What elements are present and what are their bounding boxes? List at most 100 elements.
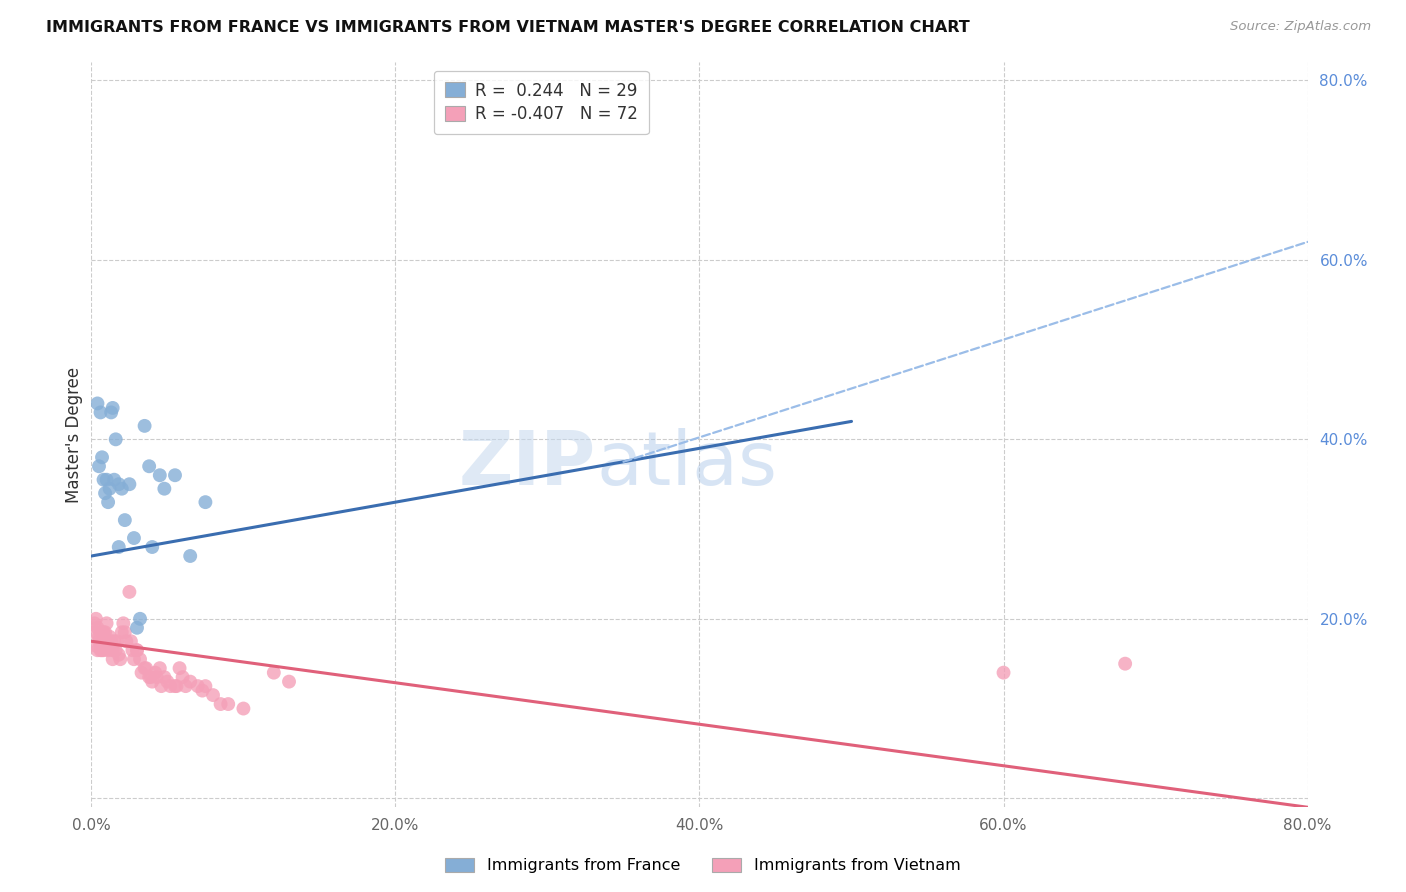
Point (141, 674, 163, 689)
Point (86, 643, 108, 657)
Point (105, 634, 128, 648)
Legend: R =  0.244   N = 29, R = -0.407   N = 72: R = 0.244 N = 29, R = -0.407 N = 72 (434, 70, 648, 135)
Point (89, 405, 111, 419)
Point (194, 679, 217, 693)
Point (187, 679, 209, 693)
Point (191, 683, 214, 698)
Text: IMMIGRANTS FROM FRANCE VS IMMIGRANTS FROM VIETNAM MASTER'S DEGREE CORRELATION CH: IMMIGRANTS FROM FRANCE VS IMMIGRANTS FRO… (46, 20, 970, 35)
Point (97, 643, 120, 657)
Point (96, 616, 118, 631)
Point (1114, 657, 1136, 671)
Point (153, 482, 176, 496)
Point (104, 433, 127, 447)
Point (93, 473, 115, 487)
Point (179, 549, 201, 563)
Point (89, 643, 111, 657)
Point (125, 643, 148, 657)
Point (153, 670, 176, 684)
Point (100, 634, 122, 648)
Point (129, 652, 152, 666)
Point (149, 661, 172, 675)
Point (87, 630, 110, 644)
Point (125, 621, 148, 635)
Point (111, 482, 134, 496)
Point (145, 670, 167, 684)
Point (232, 701, 254, 715)
Point (96, 473, 118, 487)
Point (112, 616, 135, 631)
Point (172, 670, 194, 684)
Point (87, 634, 110, 648)
Point (122, 531, 145, 545)
Point (131, 665, 153, 680)
Point (94, 634, 117, 648)
Point (87, 459, 110, 474)
Point (93, 643, 115, 657)
Point (194, 495, 217, 509)
Point (166, 679, 188, 693)
Point (98, 630, 121, 644)
Text: ZIP: ZIP (458, 428, 596, 501)
Point (93, 625, 115, 640)
Y-axis label: Master's Degree: Master's Degree (65, 367, 83, 503)
Point (163, 468, 186, 483)
Point (263, 665, 285, 680)
Point (91, 450, 114, 465)
Point (101, 401, 124, 415)
Point (121, 643, 143, 657)
Point (86, 396, 108, 410)
Point (84, 612, 107, 626)
Point (135, 661, 157, 675)
Point (141, 540, 163, 554)
Point (217, 697, 239, 711)
Point (118, 585, 141, 599)
Point (111, 625, 134, 640)
Point (97, 634, 120, 648)
Legend: Immigrants from France, Immigrants from Vietnam: Immigrants from France, Immigrants from … (439, 851, 967, 880)
Point (122, 652, 145, 666)
Point (202, 688, 225, 702)
Text: Source: ZipAtlas.com: Source: ZipAtlas.com (1230, 20, 1371, 33)
Point (107, 540, 129, 554)
Point (115, 634, 138, 648)
Point (139, 670, 162, 684)
Point (134, 661, 156, 675)
Point (174, 679, 197, 693)
Point (129, 612, 152, 626)
Point (179, 674, 201, 689)
Point (96, 639, 118, 653)
Point (83, 625, 105, 640)
Point (278, 674, 301, 689)
Point (163, 679, 186, 693)
Point (138, 670, 160, 684)
Point (91, 643, 114, 657)
Point (993, 665, 1015, 680)
Point (101, 643, 124, 657)
Point (107, 648, 129, 662)
Point (125, 643, 148, 657)
Point (100, 639, 122, 653)
Point (114, 625, 136, 640)
Point (97, 495, 120, 509)
Point (169, 661, 191, 675)
Point (143, 665, 166, 680)
Point (103, 473, 125, 487)
Point (110, 652, 132, 666)
Point (138, 459, 160, 474)
Point (159, 679, 181, 693)
Point (134, 418, 156, 433)
Point (101, 652, 124, 666)
Point (103, 634, 125, 648)
Point (84, 639, 107, 653)
Point (118, 477, 141, 491)
Point (94, 625, 117, 640)
Point (107, 477, 129, 491)
Point (100, 405, 122, 419)
Point (83, 616, 105, 631)
Text: atlas: atlas (596, 428, 778, 501)
Point (104, 643, 127, 657)
Point (209, 697, 232, 711)
Point (149, 468, 172, 483)
Point (150, 679, 173, 693)
Point (114, 513, 136, 527)
